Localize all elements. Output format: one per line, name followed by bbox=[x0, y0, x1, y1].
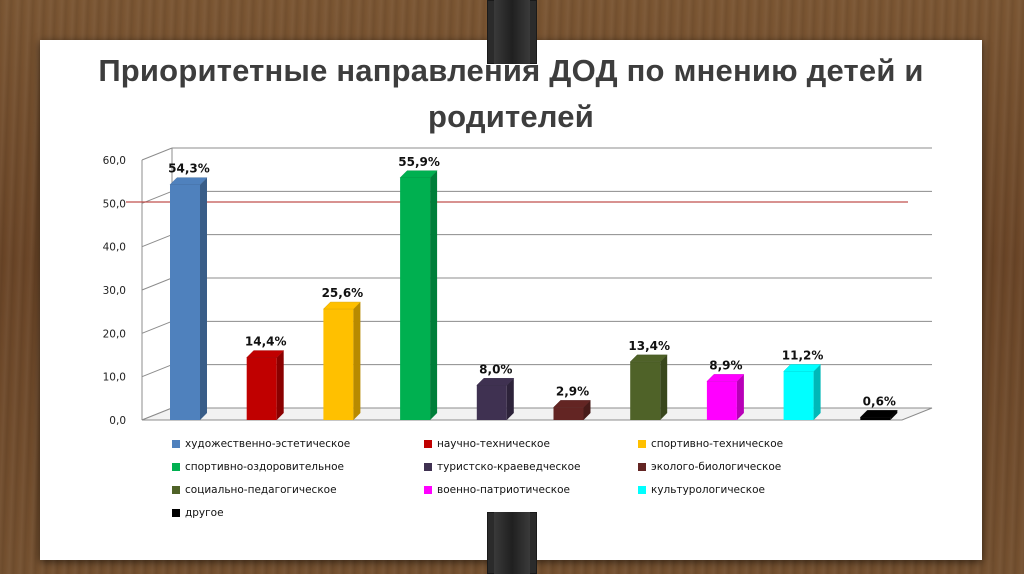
binder-clip-top bbox=[487, 0, 537, 64]
legend-label: научно-техническое bbox=[437, 438, 550, 450]
legend-swatch bbox=[424, 486, 432, 494]
legend-swatch bbox=[172, 463, 180, 471]
data-label: 2,9% bbox=[556, 384, 589, 398]
bar-top bbox=[399, 170, 438, 179]
gridline-depth bbox=[141, 320, 173, 334]
legend-item: спортивно-техническое bbox=[638, 438, 783, 450]
bar-side bbox=[660, 354, 668, 420]
legend-label: туристско-краеведческое bbox=[437, 461, 581, 473]
bar-side bbox=[430, 170, 438, 420]
bar-side bbox=[276, 350, 284, 420]
binder-clip-bottom bbox=[487, 512, 537, 574]
bar bbox=[400, 177, 431, 420]
gridline-depth bbox=[141, 234, 173, 248]
y-tick-label: 60,0 bbox=[103, 155, 126, 167]
legend-swatch bbox=[172, 486, 180, 494]
legend-swatch bbox=[424, 463, 432, 471]
bar-top bbox=[859, 410, 898, 418]
y-tick-label: 50,0 bbox=[103, 198, 126, 210]
legend-item: художественно-эстетическое bbox=[172, 438, 350, 450]
y-tick-label: 40,0 bbox=[103, 242, 126, 254]
y-tick-label: 10,0 bbox=[103, 372, 126, 384]
legend-swatch bbox=[424, 440, 432, 448]
legend-item: туристско-краеведческое bbox=[424, 461, 581, 473]
data-label: 13,4% bbox=[628, 339, 670, 353]
data-label: 11,2% bbox=[782, 348, 824, 362]
legend-swatch bbox=[172, 440, 180, 448]
bar-top bbox=[552, 400, 592, 408]
legend-label: эколого-биологическое bbox=[651, 461, 782, 473]
bar bbox=[860, 417, 891, 420]
legend-swatch bbox=[638, 440, 646, 448]
page-title: Приоритетные направления ДОД по мнению д… bbox=[98, 53, 924, 134]
bar-side bbox=[813, 364, 821, 420]
legend-item: спортивно-оздоровительное bbox=[172, 461, 344, 473]
legend-swatch bbox=[638, 463, 646, 471]
bar-top bbox=[322, 301, 362, 310]
legend-item: культурологическое bbox=[638, 484, 765, 496]
legend-label: спортивно-техническое bbox=[651, 438, 784, 450]
bar bbox=[170, 184, 200, 420]
bar bbox=[630, 361, 661, 420]
bar-side bbox=[583, 400, 591, 420]
y-tick-label: 30,0 bbox=[103, 285, 126, 297]
bar-side bbox=[200, 177, 207, 420]
legend-item: другое bbox=[172, 507, 224, 519]
bar bbox=[706, 381, 737, 420]
legend-item: социально-педагогическое bbox=[172, 484, 337, 496]
bar bbox=[323, 309, 354, 420]
bar bbox=[553, 407, 584, 420]
bar-top bbox=[706, 374, 745, 382]
bar-top bbox=[169, 177, 208, 185]
gridline-depth bbox=[141, 190, 173, 204]
legend-item: эколого-биологическое bbox=[638, 461, 781, 473]
bar bbox=[783, 371, 814, 420]
legend-label: социально-педагогическое bbox=[185, 484, 337, 496]
data-label: 8,9% bbox=[709, 358, 742, 372]
data-label: 14,4% bbox=[245, 335, 287, 349]
legend-swatch bbox=[638, 486, 646, 494]
bar-side bbox=[506, 378, 514, 420]
y-tick-label: 20,0 bbox=[103, 328, 126, 340]
gridline-depth bbox=[141, 364, 173, 378]
data-label: 25,6% bbox=[322, 286, 364, 300]
legend-swatch bbox=[172, 509, 180, 517]
data-label: 54,3% bbox=[168, 162, 210, 176]
legend-label: художественно-эстетическое bbox=[185, 438, 351, 450]
gridline-depth bbox=[141, 147, 173, 161]
legend-label: спортивно-оздоровительное bbox=[185, 461, 344, 473]
bar bbox=[476, 385, 507, 420]
y-tick-label: 0,0 bbox=[109, 415, 126, 427]
legend-label: другое bbox=[185, 507, 224, 519]
bar-top bbox=[629, 354, 668, 363]
data-label: 0,6% bbox=[863, 394, 896, 408]
gridline-depth bbox=[141, 277, 173, 291]
legend-item: научно-техническое bbox=[424, 438, 550, 450]
bar-top bbox=[782, 364, 822, 372]
bar-side bbox=[353, 302, 361, 420]
legend-label: культурологическое bbox=[651, 484, 766, 496]
bar-side bbox=[736, 374, 744, 420]
bar bbox=[246, 357, 277, 420]
bar-side bbox=[890, 410, 898, 420]
legend-item: военно-патриотическое bbox=[424, 484, 570, 496]
data-label: 55,9% bbox=[398, 155, 440, 169]
data-label: 8,0% bbox=[479, 362, 512, 376]
bar-top bbox=[246, 350, 285, 358]
legend-label: военно-патриотическое bbox=[437, 484, 570, 496]
bar-top bbox=[476, 378, 515, 386]
